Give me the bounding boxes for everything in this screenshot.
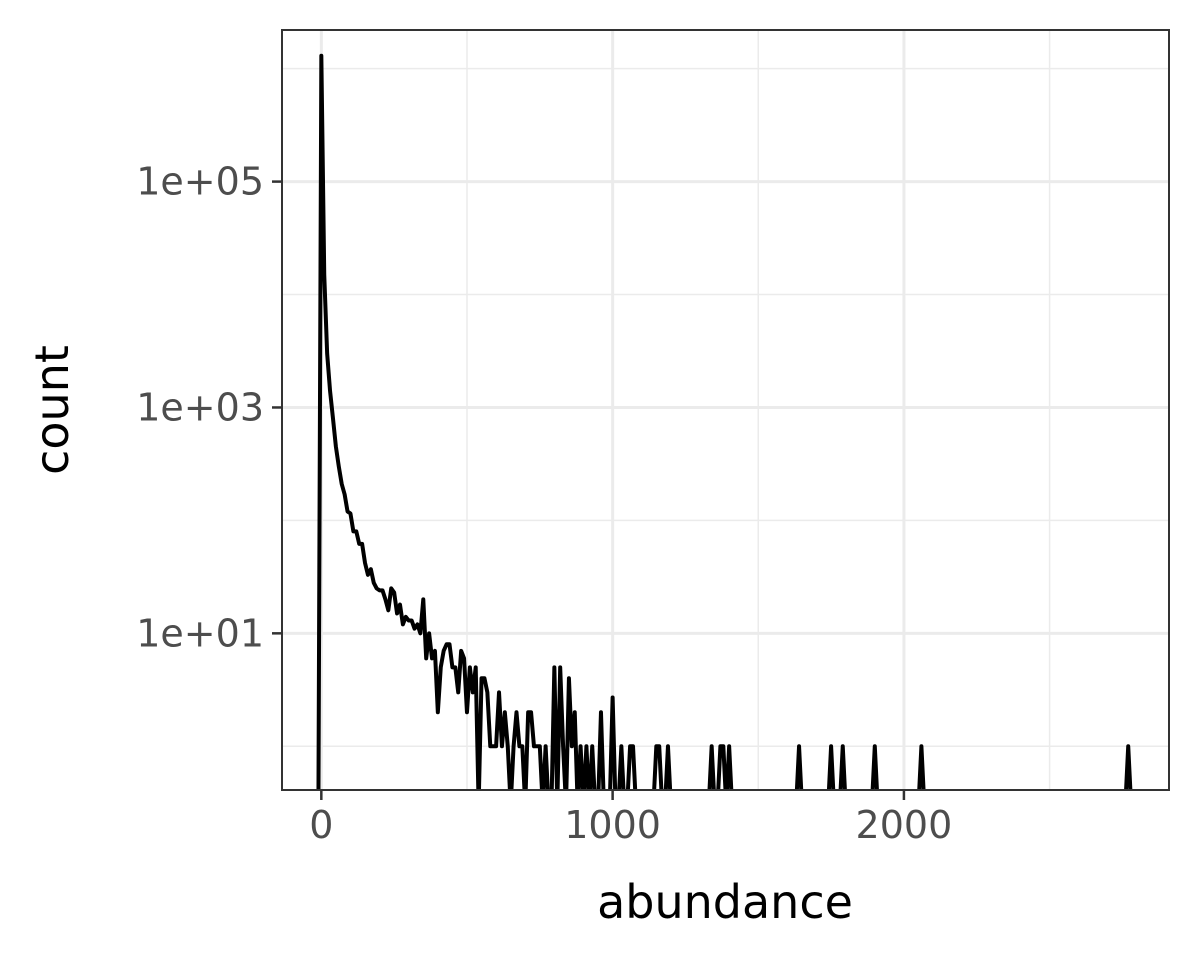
x-tick-label: 1000: [564, 803, 661, 847]
y-tick-label: 1e+03: [136, 385, 264, 429]
x-tick-label: 0: [309, 803, 333, 847]
y-tick-label: 1e+01: [136, 611, 264, 655]
y-tick-label: 1e+05: [136, 160, 264, 204]
y-axis-ticks: 1e+01 1e+03 1e+05: [136, 160, 282, 655]
x-tick-label: 2000: [856, 803, 953, 847]
x-axis-ticks: 0 1000 2000: [309, 790, 952, 847]
plot-panel-border: [281, 29, 1170, 791]
y-axis-title: count: [25, 345, 79, 475]
series-line: [316, 53, 1133, 790]
x-axis-title: abundance: [597, 875, 853, 929]
plot-panel-background: [282, 30, 1169, 790]
minor-gridlines: [282, 30, 1169, 790]
